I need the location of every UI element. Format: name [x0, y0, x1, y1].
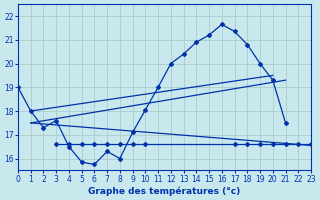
X-axis label: Graphe des températures (°c): Graphe des températures (°c) — [88, 186, 241, 196]
